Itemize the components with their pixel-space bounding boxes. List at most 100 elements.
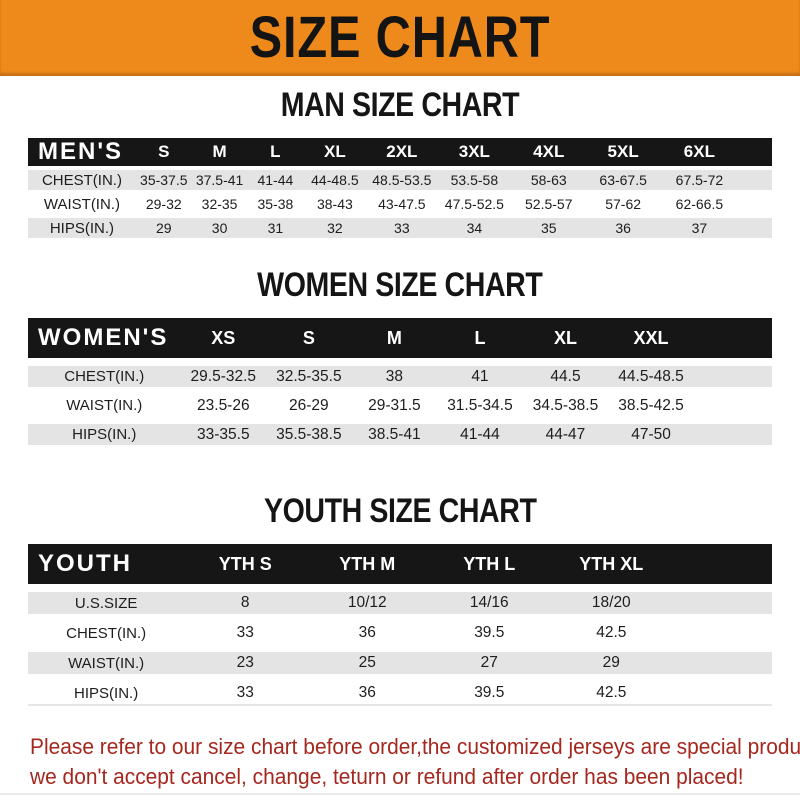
- size-value-cell: 37.5-41: [191, 166, 248, 192]
- table-row: CHEST(IN.) 35-37.5 37.5-41 41-44 44-48.5 48.5…: [28, 166, 772, 192]
- size-value-cell: 52.5-57: [511, 190, 586, 216]
- section-men: MAN SIZE CHART MEN'S S M L XL 2XL 3XL 4XL 5XL 6XL…: [0, 88, 800, 238]
- table-row: WAIST(IN.) 29-32 32-35 35-38 38-43 43-47.5 47.…: [28, 190, 772, 216]
- bottom-divider: [0, 793, 800, 795]
- row-filler: [693, 416, 772, 445]
- size-value-cell: 29.5-32.5: [180, 358, 267, 391]
- table-name-label: WOMEN'S: [28, 318, 181, 362]
- measurement-label: HIPS(IN.): [28, 674, 185, 705]
- measurement-label: WAIST(IN.): [28, 190, 136, 216]
- size-value-cell: 43-47.5: [366, 190, 438, 216]
- section-youth: YOUTH SIZE CHART YOUTH YTH S YTH M YTH L YTH…: [0, 494, 800, 706]
- size-value-cell: 44-47: [522, 416, 609, 445]
- youth-section-heading-text: YOUTH SIZE CHART: [263, 492, 537, 530]
- size-value-cell: 39.5: [428, 674, 551, 705]
- women-table-wrap: WOMEN'S XS S M L XL XXL CHEST(IN.) 29.5-32.5 32.…: [0, 318, 800, 445]
- size-value-cell: 34.5-38.5: [522, 387, 609, 420]
- women-size-table: WOMEN'S XS S M L XL XXL CHEST(IN.) 29.5-32.5 32.…: [28, 318, 772, 445]
- size-value-cell: 47-50: [608, 416, 694, 445]
- size-value-cell: 10/12: [306, 584, 429, 618]
- size-column-header: YTH S: [184, 544, 307, 588]
- table-row: WAIST(IN.) 23 25 27 29: [28, 644, 772, 678]
- size-value-cell: 29-31.5: [351, 387, 438, 420]
- size-value-cell: 62-66.5: [660, 190, 739, 216]
- size-value-cell: 31.5-34.5: [437, 387, 523, 420]
- size-column-header: 6XL: [660, 138, 739, 168]
- size-value-cell: 23.5-26: [180, 387, 267, 420]
- row-filler: [672, 614, 772, 648]
- size-column-header: YTH M: [306, 544, 429, 588]
- measurement-label: WAIST(IN.): [28, 644, 185, 678]
- row-filler: [672, 674, 772, 705]
- size-value-cell: 53.5-58: [437, 166, 512, 192]
- measurement-label: CHEST(IN.): [28, 166, 136, 192]
- size-column-header: S: [135, 138, 192, 168]
- header-filler: [672, 544, 772, 588]
- banner-title: SIZE CHART: [221, 0, 579, 76]
- women-section-heading: WOMEN SIZE CHART: [0, 268, 800, 303]
- row-filler: [693, 387, 772, 420]
- size-value-cell: 29: [550, 644, 673, 678]
- size-value-cell: 35.5-38.5: [266, 416, 352, 445]
- size-value-cell: 38.5-42.5: [608, 387, 694, 420]
- size-value-cell: 32.5-35.5: [266, 358, 352, 391]
- size-value-cell: 35-37.5: [135, 166, 192, 192]
- size-column-header: L: [247, 138, 304, 168]
- policy-line-2: we don't accept cancel, change, teturn o…: [30, 764, 744, 789]
- size-value-cell: 47.5-52.5: [437, 190, 512, 216]
- header-filler: [738, 138, 772, 168]
- size-column-header: XXL: [608, 318, 694, 362]
- size-value-cell: 38: [351, 358, 438, 391]
- header-filler: [693, 318, 772, 362]
- men-section-heading-text: MAN SIZE CHART: [280, 86, 520, 124]
- table-row: CHEST(IN.) 29.5-32.5 32.5-35.5 38 41 44.5 44.5…: [28, 358, 772, 391]
- row-filler: [693, 358, 772, 391]
- size-column-header: XS: [180, 318, 267, 362]
- size-column-header: 5XL: [585, 138, 661, 168]
- measurement-label: HIPS(IN.): [28, 214, 136, 238]
- banner-title-text: SIZE CHART: [249, 5, 551, 70]
- size-column-header: M: [351, 318, 438, 362]
- women-section-heading-text: WOMEN SIZE CHART: [257, 266, 543, 304]
- banner: SIZE CHART: [0, 0, 800, 76]
- policy-line-1: Please refer to our size chart before or…: [30, 734, 800, 759]
- youth-size-table: YOUTH YTH S YTH M YTH L YTH XL U.S.SIZE 8 10/1…: [28, 544, 772, 706]
- table-header-row: MEN'S S M L XL 2XL 3XL 4XL 5XL 6XL: [28, 138, 772, 168]
- size-value-cell: 41-44: [247, 166, 304, 192]
- size-value-cell: 41-44: [437, 416, 523, 445]
- row-filler: [672, 644, 772, 678]
- measurement-label: CHEST(IN.): [28, 358, 181, 391]
- size-value-cell: 32-35: [191, 190, 248, 216]
- size-value-cell: 41: [437, 358, 523, 391]
- size-column-header: S: [266, 318, 352, 362]
- size-value-cell: 33: [366, 214, 438, 238]
- size-value-cell: 30: [191, 214, 248, 238]
- size-value-cell: 29-32: [135, 190, 192, 216]
- size-value-cell: 18/20: [550, 584, 673, 618]
- table-name-label: MEN'S: [28, 138, 136, 168]
- size-value-cell: 8: [184, 584, 307, 618]
- size-value-cell: 33: [184, 674, 307, 705]
- measurement-label: U.S.SIZE: [28, 584, 185, 618]
- size-value-cell: 32: [303, 214, 367, 238]
- section-women: WOMEN SIZE CHART WOMEN'S XS S M L XL XXL CHEST…: [0, 268, 800, 445]
- size-value-cell: 44.5-48.5: [608, 358, 694, 391]
- table-header-row: YOUTH YTH S YTH M YTH L YTH XL: [28, 544, 772, 588]
- table-row: U.S.SIZE 8 10/12 14/16 18/20: [28, 584, 772, 618]
- size-value-cell: 67.5-72: [660, 166, 739, 192]
- size-column-header: YTH L: [428, 544, 551, 588]
- table-row: CHEST(IN.) 33 36 39.5 42.5: [28, 614, 772, 648]
- size-value-cell: 35: [511, 214, 586, 238]
- size-value-cell: 36: [306, 674, 429, 705]
- size-value-cell: 37: [660, 214, 739, 238]
- size-column-header: 3XL: [437, 138, 512, 168]
- size-value-cell: 63-67.5: [585, 166, 661, 192]
- size-value-cell: 44.5: [522, 358, 609, 391]
- table-header-row: WOMEN'S XS S M L XL XXL: [28, 318, 772, 362]
- size-column-header: 4XL: [511, 138, 586, 168]
- size-value-cell: 26-29: [266, 387, 352, 420]
- size-column-header: XL: [522, 318, 609, 362]
- size-value-cell: 23: [184, 644, 307, 678]
- men-table-wrap: MEN'S S M L XL 2XL 3XL 4XL 5XL 6XL CHEST(IN.) 35-3…: [0, 138, 800, 238]
